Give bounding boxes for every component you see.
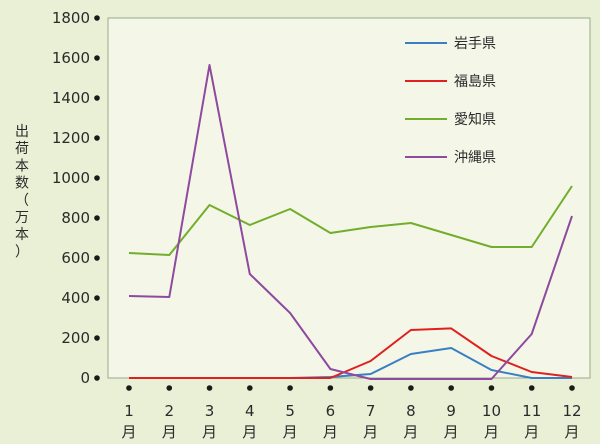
x-tick-mark — [448, 385, 454, 391]
x-tick-mark — [327, 385, 334, 391]
y-axis-label: 出荷本数（万本） — [15, 124, 29, 260]
x-tick-mark — [569, 385, 575, 391]
x-tick-mark — [488, 385, 495, 391]
y-tick-mark — [94, 135, 100, 141]
x-tick-mark — [126, 385, 132, 391]
y-tick-mark — [94, 95, 100, 101]
x-tick-mark — [206, 385, 213, 391]
x-tick-mark — [528, 385, 535, 391]
y-tick-label: 200 — [61, 329, 90, 347]
x-tick-mark — [247, 385, 253, 391]
y-tick-label: 1600 — [52, 49, 90, 67]
y-tick-mark — [94, 175, 100, 181]
y-tick-label: 1800 — [52, 9, 90, 27]
y-tick-label: 1200 — [52, 129, 90, 147]
y-tick-mark — [94, 375, 100, 381]
legend-label: 愛知県 — [454, 111, 496, 128]
legend-label: 岩手県 — [454, 36, 496, 52]
y-tick-label: 0 — [80, 369, 90, 387]
x-tick-mark — [367, 385, 374, 391]
series-lines — [128, 64, 573, 380]
legend-label: 福島県 — [454, 74, 496, 90]
y-tick-mark — [94, 215, 100, 221]
y-tick-label: 400 — [61, 289, 90, 307]
y-tick-label: 1000 — [52, 169, 90, 187]
x-tick-mark — [287, 385, 293, 391]
y-tick-mark — [94, 55, 100, 61]
series-line-4 — [128, 64, 573, 380]
x-tick-label: 12 月 — [562, 402, 581, 441]
series-line-3 — [128, 185, 573, 256]
y-tick-mark — [94, 15, 100, 21]
y-tick-label: 600 — [61, 249, 90, 267]
y-tick-label: 1400 — [52, 89, 90, 107]
y-axis: 0 200 400 600 800 1000 1200 1400 1600 1800 — [52, 9, 100, 387]
y-tick-mark — [94, 255, 100, 261]
legend-label: 沖縄県 — [454, 150, 496, 166]
y-tick-label: 800 — [61, 209, 90, 227]
x-axis: 1 月 2 月 3 月 4 月 5 月 6 月 7 月 8 月 9 月 10 月 11 月 12 月 — [121, 385, 582, 441]
y-tick-mark — [94, 295, 100, 301]
x-tick-label: 11 月 — [522, 402, 541, 441]
x-tick-label: 10 月 — [482, 402, 501, 441]
series-line-2 — [129, 327, 573, 379]
x-tick-mark — [166, 385, 173, 391]
x-tick-mark — [408, 385, 414, 391]
y-tick-mark — [94, 335, 100, 341]
plot-area — [107, 17, 591, 379]
